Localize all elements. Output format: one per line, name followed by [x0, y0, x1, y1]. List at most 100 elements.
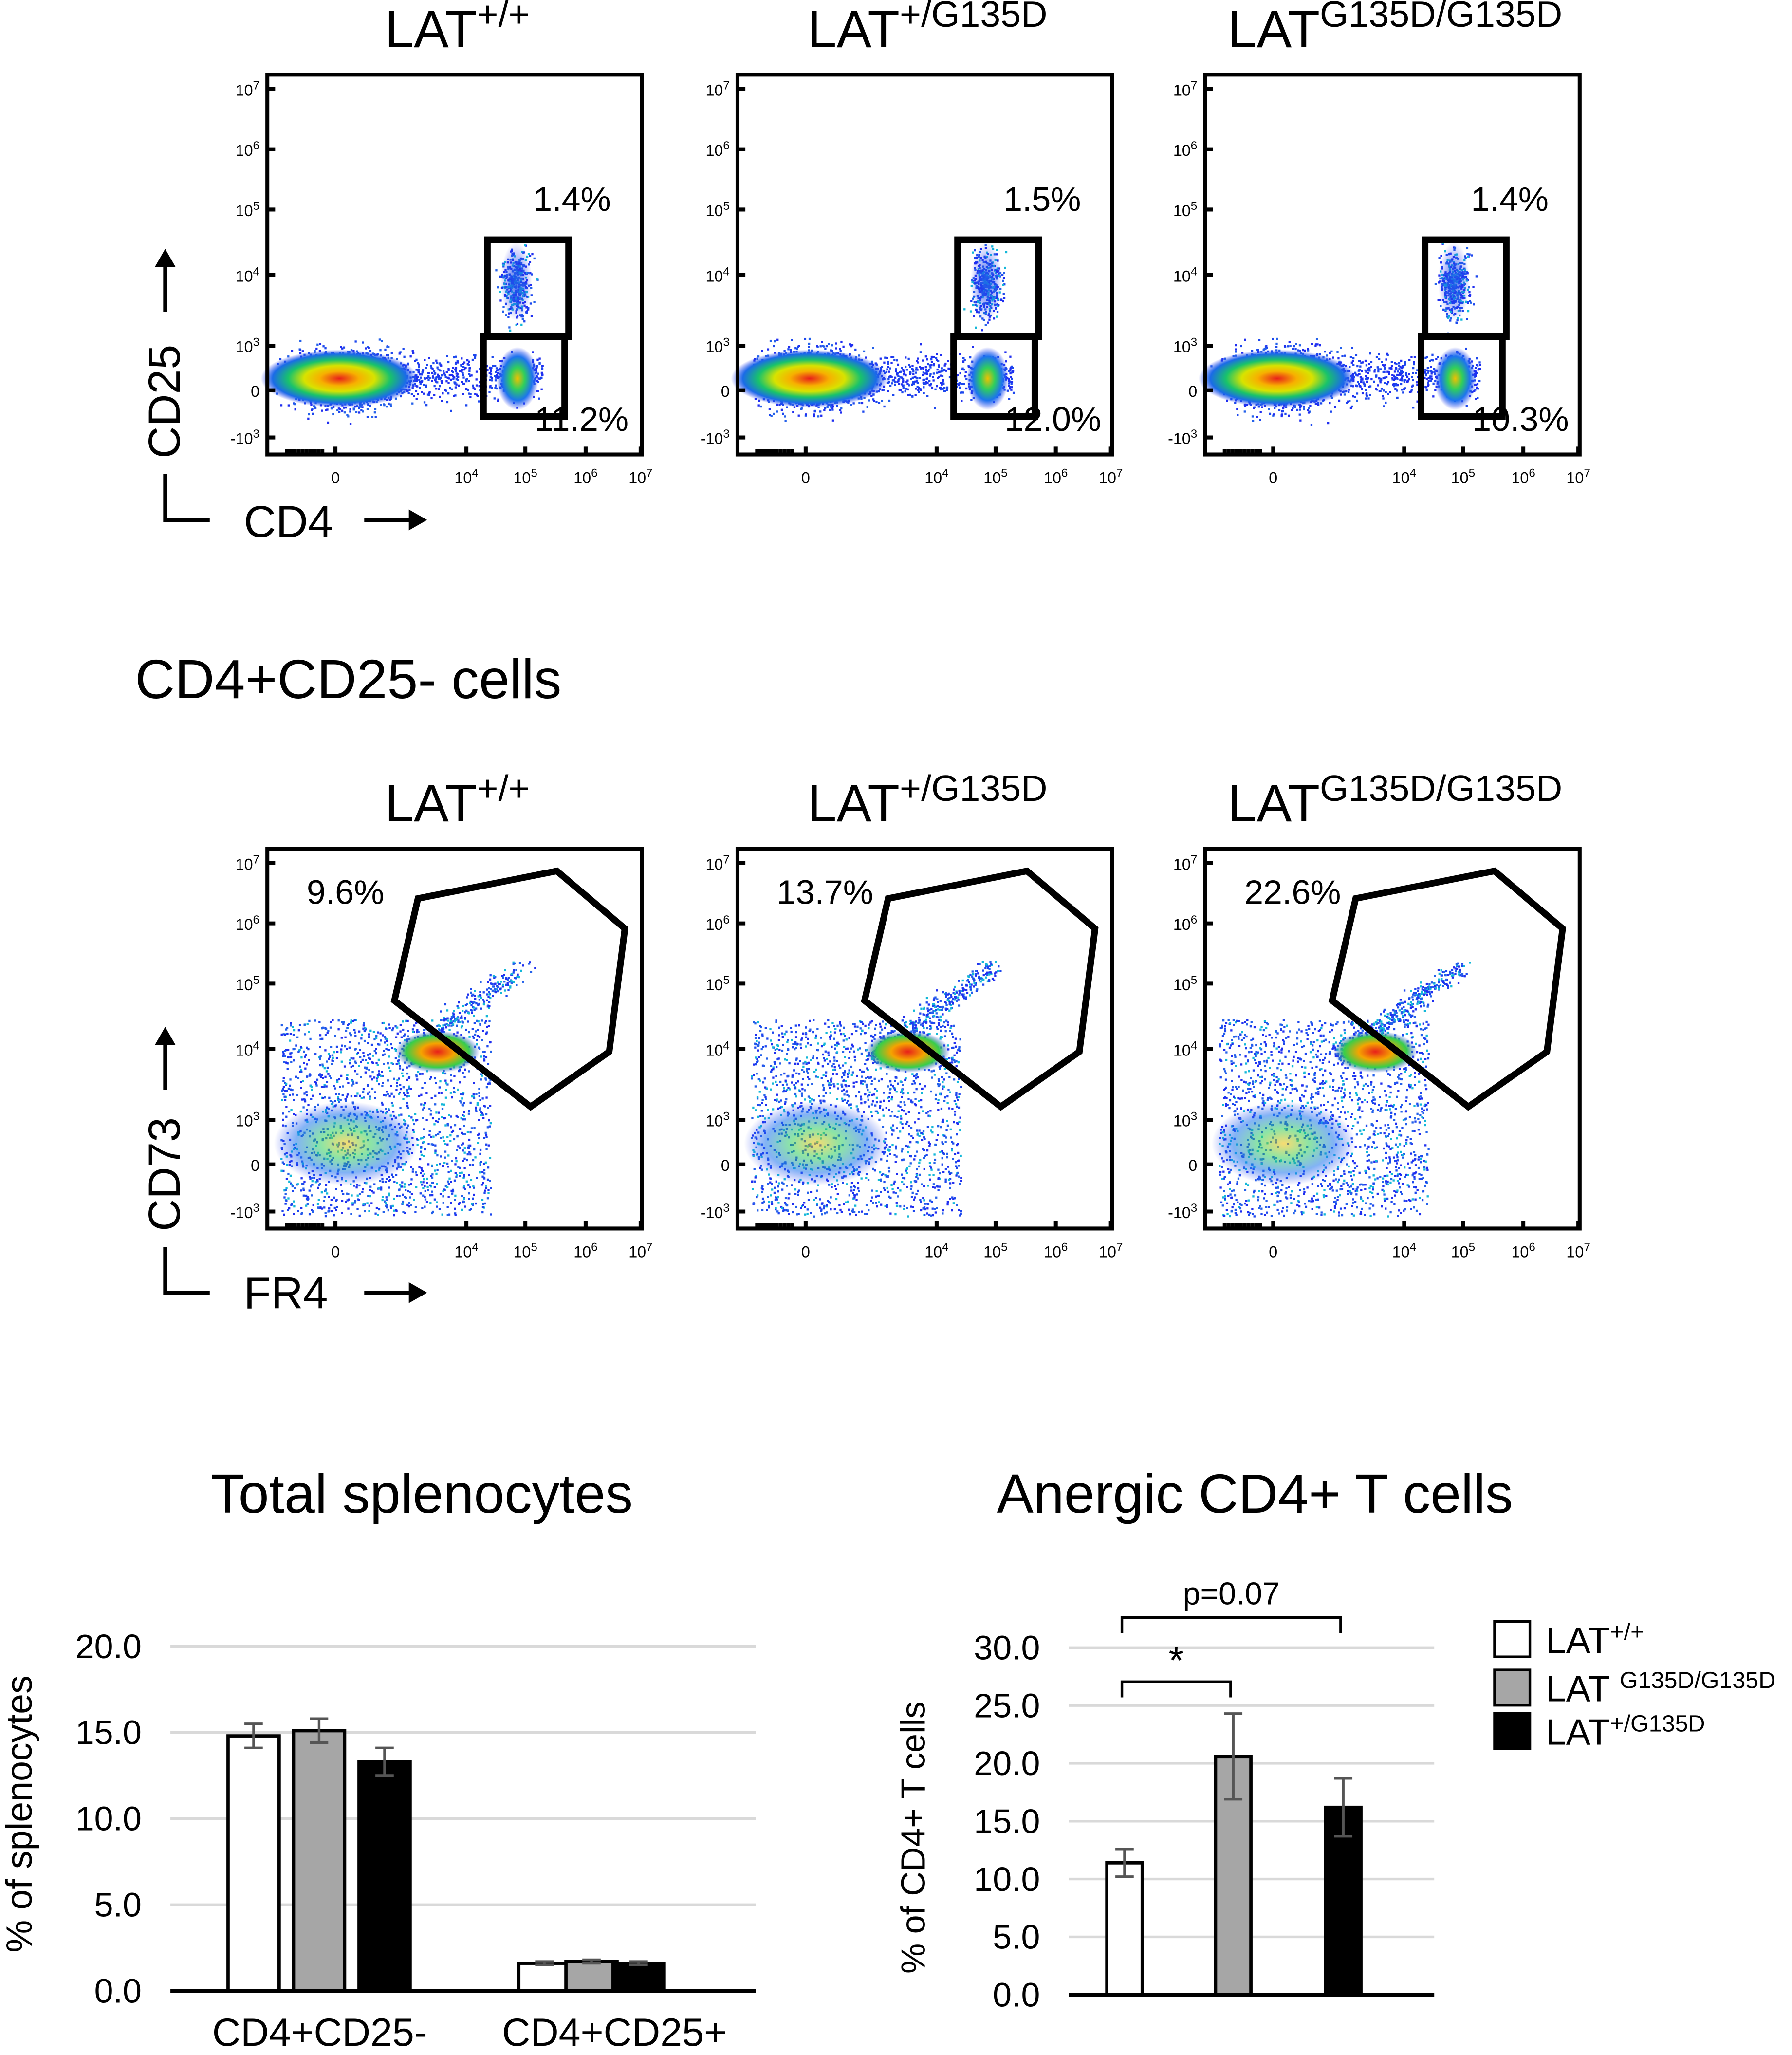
event-dot [1309, 405, 1312, 407]
event-dot [435, 378, 437, 380]
event-dot [961, 368, 963, 370]
event-dot [435, 359, 438, 362]
event-dot [491, 387, 493, 389]
event-dot [467, 360, 470, 363]
event-dot [888, 375, 890, 378]
event-dot [839, 350, 842, 352]
event-dot [294, 408, 296, 411]
event-dot [279, 358, 282, 361]
event-dot [831, 350, 833, 352]
event-dot [308, 413, 310, 416]
event-dot [465, 388, 468, 390]
event-dot [355, 411, 358, 413]
event-dot [942, 379, 944, 382]
event-dot [322, 345, 325, 348]
event-dot [819, 410, 822, 413]
event-dot [794, 347, 797, 350]
event-dot [419, 373, 421, 376]
event-dot [960, 391, 962, 394]
event-dot [442, 370, 445, 372]
event-dot [497, 398, 499, 401]
event-dot [463, 368, 465, 371]
event-dot [505, 314, 507, 316]
event-dot [524, 244, 526, 247]
event-dot [963, 308, 966, 311]
event-dot [813, 415, 815, 418]
event-dot [883, 361, 886, 364]
event-dot [1259, 419, 1261, 421]
event-dot [319, 343, 322, 345]
event-dot [1011, 381, 1014, 384]
event-dot [905, 365, 907, 368]
event-dot [940, 388, 942, 391]
event-dot [786, 406, 788, 408]
event-dot [373, 411, 376, 414]
event-dot [436, 366, 439, 369]
event-dot [421, 379, 424, 382]
event-dot [938, 371, 941, 373]
event-dot [496, 369, 499, 372]
cd25-cd4-panel: LATG135D/G135D1.4%10.3%1071061051041030-… [1168, 0, 1590, 487]
event-dot [941, 370, 943, 373]
event-dot [1012, 367, 1014, 370]
event-dot [521, 317, 524, 320]
event-dot [901, 367, 903, 369]
event-dot [917, 357, 919, 360]
event-dot [937, 364, 940, 367]
event-dot [895, 368, 897, 370]
event-dot [858, 354, 861, 357]
event-dot [287, 355, 290, 358]
event-dot [358, 411, 361, 414]
y-tick-label: 107 [236, 79, 259, 99]
event-dot [379, 349, 382, 352]
event-dot [459, 370, 461, 372]
event-dot [887, 382, 889, 384]
event-dot [476, 395, 479, 397]
event-dot [831, 406, 834, 408]
event-dot [540, 371, 543, 374]
event-dot [905, 381, 908, 383]
event-dot [462, 372, 464, 374]
event-dot [831, 419, 834, 422]
event-dot [784, 415, 786, 418]
event-dot [840, 340, 843, 343]
y-tick-label: 104 [705, 265, 729, 285]
event-dot [935, 357, 938, 359]
event-dot [885, 370, 887, 373]
event-dot [883, 389, 885, 391]
y-tick-label: -103 [701, 427, 730, 447]
event-dot [905, 369, 908, 371]
event-dot [962, 357, 964, 359]
event-dot [931, 386, 934, 389]
event-dot [922, 367, 924, 369]
event-dot [454, 363, 457, 365]
event-dot [502, 306, 505, 308]
event-dot [431, 376, 434, 379]
event-dot [919, 388, 922, 390]
event-dot [474, 355, 477, 357]
event-dot [865, 356, 867, 359]
event-dot [435, 376, 438, 379]
y-tick-label: 0 [251, 383, 259, 400]
event-dot [420, 373, 423, 376]
event-dot [937, 377, 939, 379]
event-dot [1012, 371, 1014, 373]
event-dot [418, 379, 421, 381]
event-dot [1303, 406, 1305, 408]
event-dot [349, 408, 351, 410]
event-dot [502, 310, 504, 313]
event-dot [527, 308, 530, 311]
event-dot [964, 371, 967, 373]
event-dot [299, 352, 302, 354]
event-dot [361, 406, 364, 408]
event-dot [887, 390, 889, 392]
event-dot [340, 346, 342, 348]
event-dot [817, 415, 820, 418]
event-dot [468, 367, 471, 370]
event-dot [419, 382, 422, 385]
event-dot [452, 367, 454, 369]
event-dot [491, 379, 493, 382]
event-dot [928, 369, 931, 371]
event-dot [757, 355, 760, 358]
event-dot [321, 409, 323, 412]
